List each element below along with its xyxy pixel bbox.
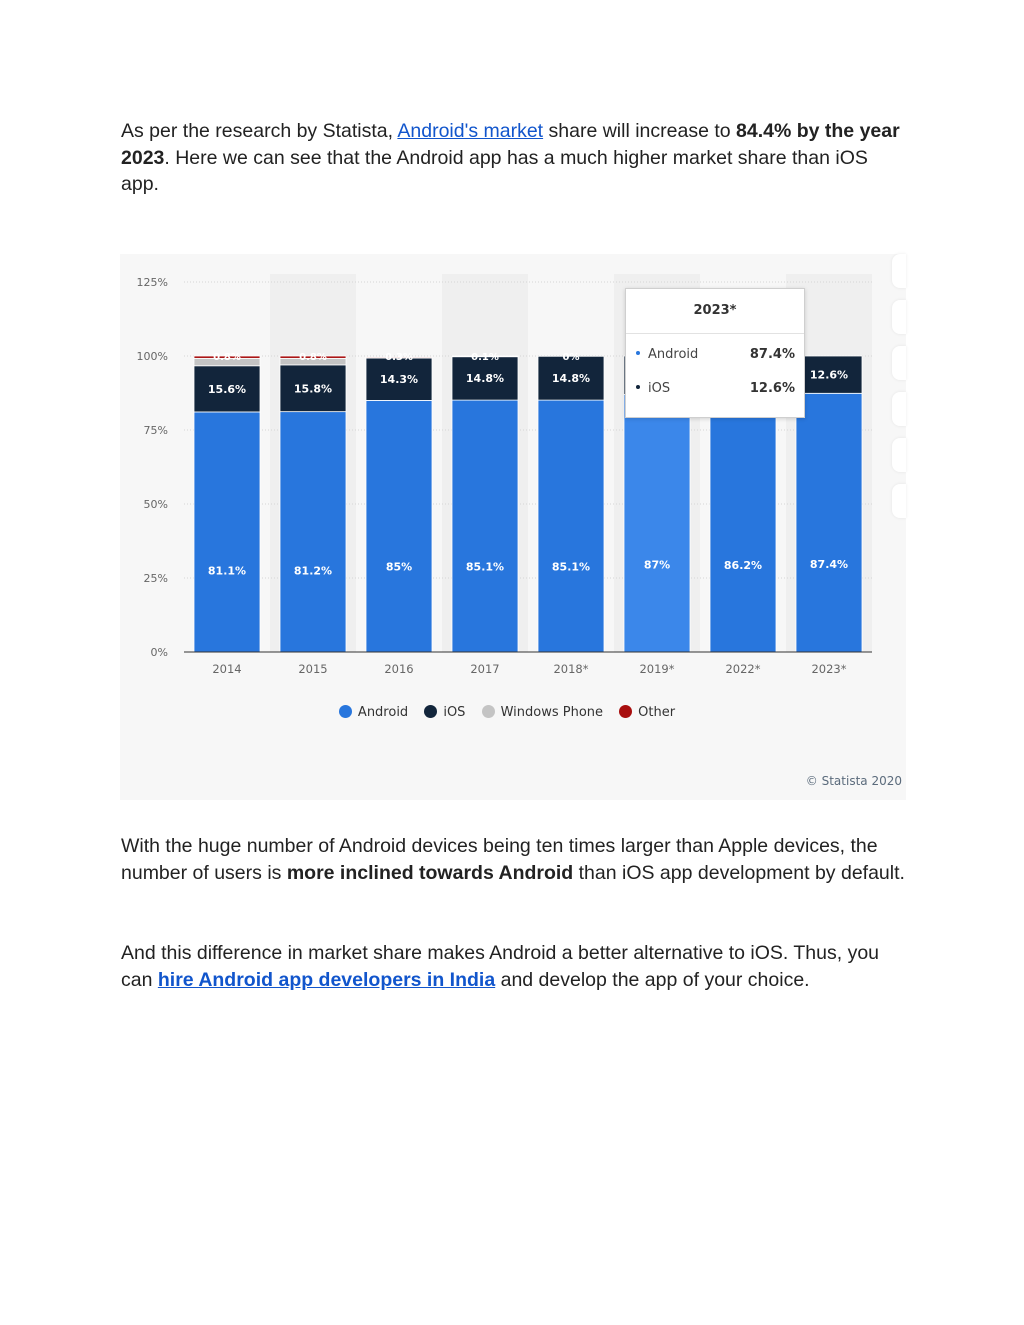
side-tool-button[interactable] — [892, 346, 906, 380]
data-label-android: 86.2% — [724, 559, 762, 572]
x-tick-label: 2019* — [639, 662, 674, 676]
bar-ios — [279, 364, 347, 413]
data-label-android: 87.4% — [810, 558, 848, 571]
data-label-other: 0.3% — [385, 352, 413, 363]
data-label-android: 87% — [644, 558, 670, 571]
bar-ios — [537, 355, 605, 401]
intro-text-start: As per the research by Statista, — [121, 120, 398, 142]
para3-text-end: and develop the app of your choice. — [495, 968, 810, 991]
tooltip-ios-bullet-icon — [636, 385, 640, 389]
tooltip-android-bullet-icon — [636, 351, 640, 355]
y-tick-label: 50% — [144, 498, 168, 511]
legend-android-label: Android — [357, 705, 409, 720]
legend-item-android[interactable]: Android — [338, 705, 409, 720]
x-tick-label: 2014 — [212, 662, 241, 676]
data-label-other: 0.8% — [213, 352, 241, 363]
bar-android — [279, 411, 347, 653]
tooltip-row-android: Android 87.4% — [626, 338, 804, 372]
bar-android — [193, 411, 261, 653]
tooltip-android-name: Android — [648, 347, 699, 362]
tooltip-android-value: 87.4% — [749, 347, 795, 362]
tooltip-ios-name: iOS — [648, 381, 671, 396]
paragraph-hire-developers: And this difference in market share make… — [121, 940, 911, 993]
para2-bold-highlight: more inclined towards Android — [286, 861, 574, 884]
chart-tooltip: 2023* Android 87.4% iOS 12.6% — [625, 288, 805, 418]
tooltip-title: 2023* — [626, 289, 804, 334]
intro-bold-highlight: 84.4% by the year 2023 — [121, 120, 900, 169]
side-tool-button[interactable] — [892, 300, 906, 334]
bar-android — [451, 399, 519, 653]
data-label-ios: 14.8% — [552, 372, 590, 385]
data-label-other: 0% — [563, 352, 580, 363]
chart-side-toolbar — [892, 254, 906, 524]
bar-other — [193, 355, 261, 359]
y-tick-label: 100% — [137, 350, 168, 363]
legend-windows-phone-label: Windows Phone — [500, 705, 604, 720]
para3-text-start: And this difference in market share make… — [121, 942, 880, 991]
para2-text-start: With the huge number of Android devices … — [121, 835, 878, 884]
bar-ios — [451, 355, 519, 401]
data-label-android: 85.1% — [466, 560, 504, 573]
statista-credit[interactable]: © Statista 2020 — [805, 774, 902, 788]
bar-android — [795, 392, 863, 653]
bar-other — [365, 356, 433, 359]
legend-other-dot-icon — [619, 705, 633, 718]
bar-android — [623, 394, 691, 653]
y-tick-label: 125% — [137, 276, 168, 289]
data-label-ios: 12.6% — [810, 369, 848, 382]
side-tool-button[interactable] — [892, 438, 906, 472]
bar-other — [279, 355, 347, 359]
data-label-ios: 15.6% — [208, 383, 246, 396]
legend-ios-dot-icon — [424, 705, 438, 718]
data-label-android: 81.1% — [208, 564, 246, 577]
legend-android-dot-icon — [338, 705, 352, 718]
intro-text-end: . Here we can see that the Android app h… — [121, 146, 868, 196]
market-share-chart: 0% 25% 50% 75% 100% 125% 81.1% 15.6% 0.8% 2014 81.… — [120, 254, 906, 800]
data-label-ios: 14.8% — [466, 372, 504, 385]
y-tick-label: 75% — [144, 424, 168, 437]
data-label-other: 0.8% — [299, 352, 327, 363]
bar-other — [451, 355, 519, 358]
x-tick-label: 2017 — [470, 662, 499, 676]
intro-paragraph: As per the research by Statista, Android… — [121, 118, 911, 198]
side-tool-button[interactable] — [892, 484, 906, 518]
legend-item-windows-phone[interactable]: Windows Phone — [481, 705, 604, 720]
data-label-android: 85.1% — [552, 560, 590, 573]
bar-android — [709, 396, 777, 653]
bar-android — [537, 399, 605, 653]
chart-legend: Android iOS Windows Phone Other — [120, 705, 906, 720]
x-tick-label: 2023* — [811, 662, 846, 676]
x-tick-label: 2022* — [725, 662, 760, 676]
legend-ios-label: iOS — [443, 705, 466, 720]
x-tick-label: 2015 — [298, 662, 327, 676]
y-tick-label: 0% — [151, 646, 168, 659]
tooltip-row-ios: iOS 12.6% — [626, 372, 804, 406]
tooltip-ios-value: 12.6% — [749, 381, 795, 396]
bar-android — [365, 399, 433, 653]
data-label-other: 0.1% — [471, 352, 499, 363]
side-tool-button[interactable] — [892, 254, 906, 288]
data-label-android: 85% — [386, 560, 412, 573]
y-tick-label: 25% — [144, 572, 168, 585]
legend-windows-phone-dot-icon — [481, 705, 495, 718]
data-label-ios: 14.3% — [380, 373, 418, 386]
data-label-ios: 15.8% — [294, 382, 332, 395]
side-tool-button[interactable] — [892, 392, 906, 426]
x-tick-label: 2016 — [384, 662, 413, 676]
hire-android-developers-link[interactable]: hire Android app developers in India — [157, 968, 496, 991]
data-label-android: 81.2% — [294, 564, 332, 577]
para2-text-end: than iOS app development by default. — [573, 861, 905, 884]
x-tick-label: 2018* — [553, 662, 588, 676]
paragraph-android-devices: With the huge number of Android devices … — [121, 833, 911, 886]
android-market-link[interactable]: Android's market — [397, 120, 544, 142]
legend-item-other[interactable]: Other — [619, 705, 675, 720]
legend-other-label: Other — [638, 705, 676, 720]
legend-item-ios[interactable]: iOS — [424, 705, 465, 720]
bar-ios — [795, 355, 863, 394]
intro-text-middle: share will increase to — [543, 120, 737, 142]
